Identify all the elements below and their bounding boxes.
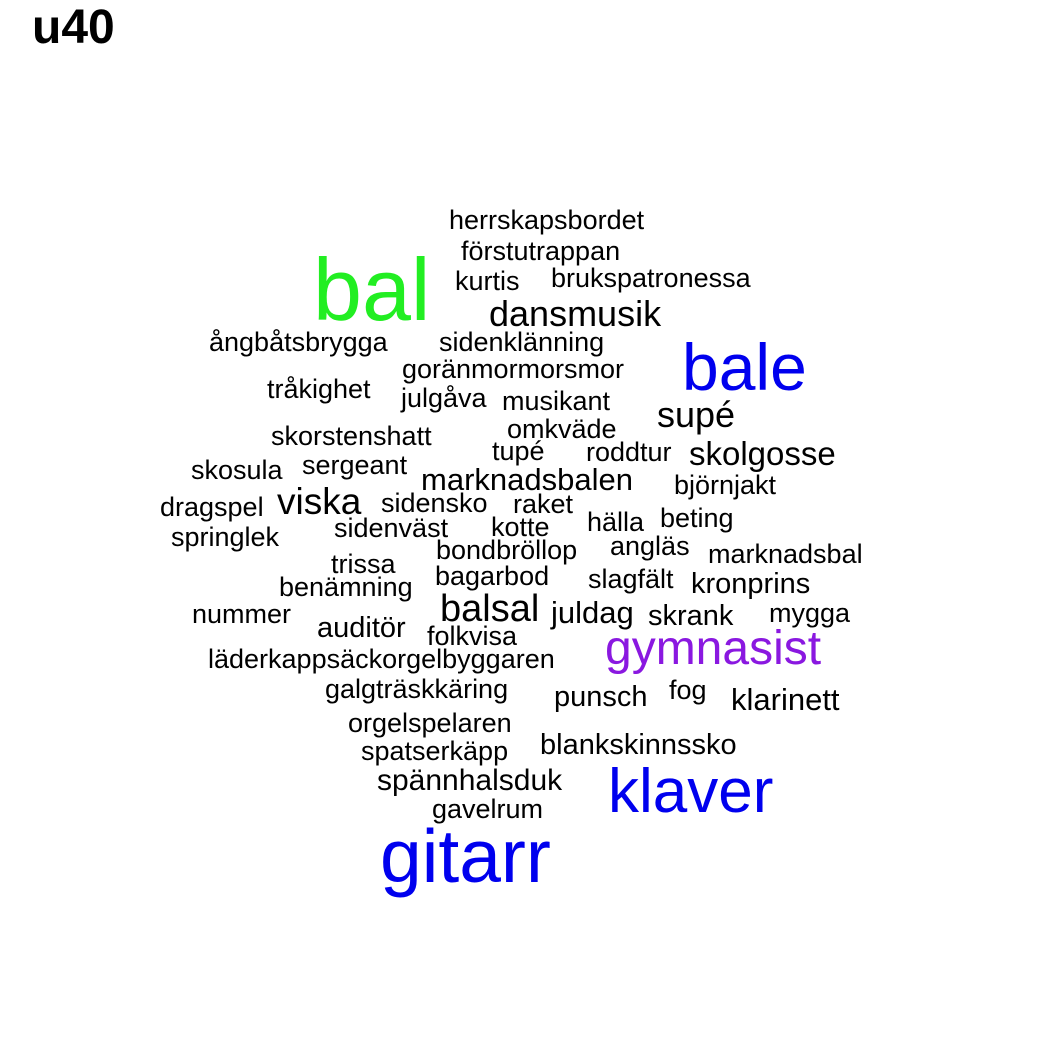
word-brukspatronessa: brukspatronessa (551, 263, 752, 293)
word-blankskinnssko: blankskinnssko (540, 729, 737, 761)
word-juldag: juldag (550, 595, 634, 630)
word-viska: viska (277, 481, 362, 522)
word-omkvade: omkväde (507, 414, 617, 444)
word-gavelrum: gavelrum (432, 794, 543, 824)
word-benamning: benämning (279, 572, 413, 602)
word-kronprins: kronprins (691, 568, 810, 600)
word-orgelspelaren: orgelspelaren (348, 708, 512, 738)
word-beting: beting (660, 503, 734, 533)
word-folkvisa: folkvisa (427, 621, 518, 651)
page-title: u40 (32, 1, 115, 54)
word-punsch: punsch (554, 681, 648, 713)
word-laderkappsackorgelbyggaren: läderkappsäckorgelbyggaren (208, 644, 555, 674)
word-raket: raket (513, 489, 574, 519)
word-fog: fog (669, 675, 707, 705)
word-sidenvast: sidenväst (334, 513, 449, 543)
word-sidenklanning: sidenklänning (439, 327, 604, 357)
word-bondbrollop: bondbröllop (436, 535, 577, 565)
word-goranmormorsmor: goränmormorsmor (402, 354, 624, 384)
word-gymnasist: gymnasist (605, 622, 821, 675)
word-herrskapsbordet: herrskapsbordet (449, 205, 645, 235)
word-sidensko: sidensko (381, 488, 488, 518)
word-dansmusik: dansmusik (489, 293, 662, 334)
word-kotte: kotte (491, 512, 550, 542)
word-anglas: angläs (610, 531, 690, 561)
word-nummer: nummer (192, 599, 291, 629)
word-bagarbod: bagarbod (435, 561, 549, 591)
word-marknadsbal: marknadsbal (708, 539, 863, 569)
word-klarinett: klarinett (731, 682, 840, 717)
word-trakighet: tråkighet (267, 374, 371, 404)
word-skrank: skrank (648, 600, 734, 632)
word-halla: hälla (587, 507, 645, 537)
word-slagfalt: slagfält (588, 564, 674, 594)
word-auditor: auditör (317, 612, 406, 644)
word-bjornjakt: björnjakt (674, 470, 777, 500)
word-bal: bal (313, 240, 430, 339)
word-marknadsbalen: marknadsbalen (421, 462, 633, 497)
word-springlek: springlek (171, 522, 280, 552)
word-dragspel: dragspel (160, 492, 264, 522)
word-spannhalsduk: spännhalsduk (377, 764, 563, 797)
word-roddtur: roddtur (586, 437, 672, 467)
word-trissa: trissa (331, 549, 396, 579)
word-tupe: tupé (492, 436, 545, 466)
word-klaver: klaver (608, 757, 773, 826)
word-spatserkapp: spatserkäpp (361, 736, 508, 766)
word-julgava: julgåva (400, 383, 488, 413)
word-balsal: balsal (440, 588, 539, 630)
word-kurtis: kurtis (455, 266, 520, 296)
word-mygga: mygga (769, 598, 851, 628)
word-sergeant: sergeant (302, 450, 408, 480)
word-bale: bale (682, 330, 807, 404)
word-forstutrappan: förstutrappan (461, 236, 620, 266)
word-angbatsbrygga: ångbåtsbrygga (209, 327, 389, 357)
word-skolgosse: skolgosse (689, 435, 836, 472)
word-skorstenshatt: skorstenshatt (271, 421, 432, 451)
word-gitarr: gitarr (380, 814, 551, 898)
word-musikant: musikant (502, 386, 611, 416)
word-galgtraskkaring: galgträskkäring (325, 674, 508, 704)
word-supe: supé (657, 394, 735, 435)
word-skosula: skosula (191, 455, 284, 485)
